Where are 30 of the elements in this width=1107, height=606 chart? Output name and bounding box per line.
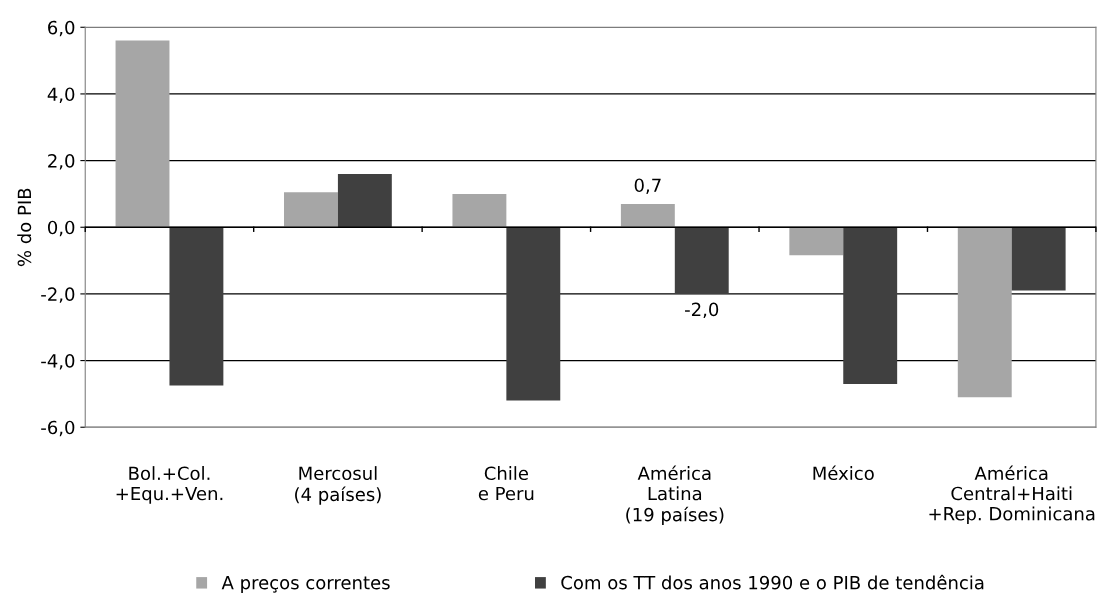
y-tick-label: 0,0 <box>47 220 75 237</box>
legend-label: A preços correntes <box>221 576 390 593</box>
x-tick-label: México <box>813 465 874 481</box>
y-tick-label: -6,0 <box>41 420 75 437</box>
x-tick-label: América Central+Haiti +Rep. Dominicana <box>929 465 1095 525</box>
bar <box>452 193 507 228</box>
y-axis-title: % do PIB <box>17 188 32 267</box>
bar <box>284 192 338 228</box>
bar <box>620 203 675 228</box>
legend-label: Com os TT dos anos 1990 e o PIB de tendência <box>561 574 984 590</box>
x-tick-label: Chile e Peru <box>478 466 534 501</box>
bar <box>115 40 170 228</box>
bar <box>1011 227 1066 291</box>
bar <box>957 227 1012 398</box>
bar <box>843 227 898 384</box>
x-tick-label: Mercosul (4 países) <box>295 466 381 505</box>
y-tick-label: 6,0 <box>48 20 75 37</box>
bar <box>169 227 224 386</box>
bar <box>789 227 844 256</box>
x-tick-label: América Latina (19 países) <box>626 465 724 525</box>
y-tick-label: 4,0 <box>47 87 75 103</box>
bar <box>674 227 729 294</box>
data-label: -2,0 <box>685 302 719 319</box>
y-tick-label: -2,0 <box>41 287 75 303</box>
y-tick-label: -4,0 <box>41 354 75 370</box>
bar <box>506 227 561 401</box>
x-tick-label: Bol.+Col. +Equ.+Ven. <box>116 466 223 504</box>
bar <box>337 173 392 228</box>
data-label: 0,7 <box>634 178 661 194</box>
y-tick-label: 2,0 <box>48 154 75 170</box>
